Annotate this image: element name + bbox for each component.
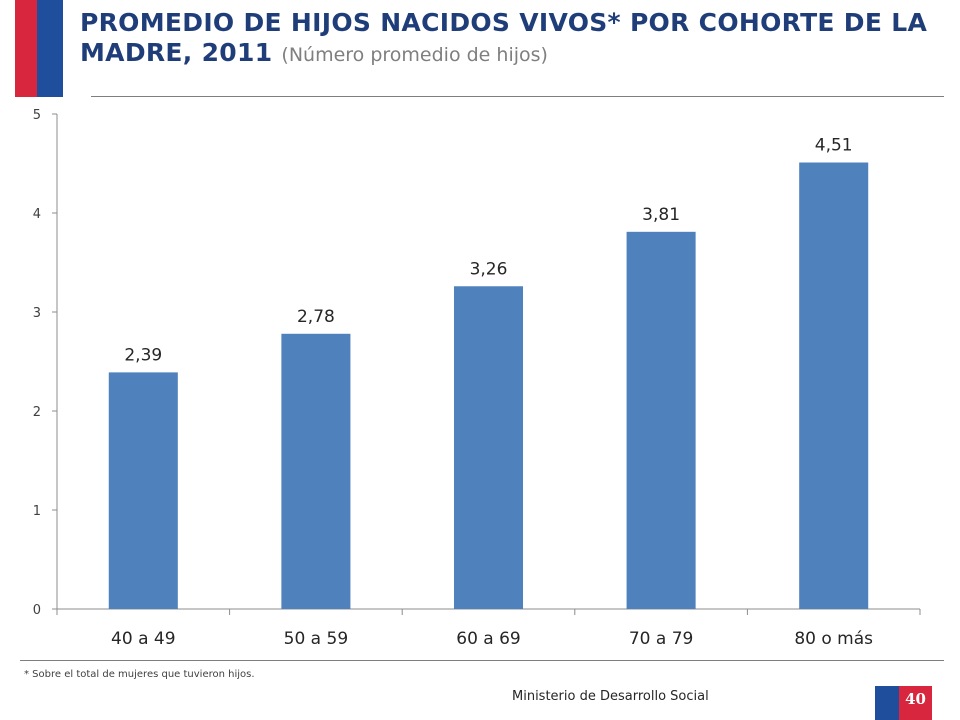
y-tick-label: 4 xyxy=(33,207,41,222)
x-tick-label: 50 a 59 xyxy=(284,629,349,649)
x-tick-label: 80 o más xyxy=(794,629,873,649)
flag-decoration-left xyxy=(0,0,63,97)
bar xyxy=(799,162,869,609)
y-tick-label: 0 xyxy=(33,603,41,618)
bar-chart: 0 1 2 3 4 5 2,39 40 a 49 2,78 50 a 59 3,26 60 a 69 3… xyxy=(33,108,921,649)
bar xyxy=(453,286,524,609)
data-label: 3,26 xyxy=(470,259,508,279)
y-tick-label: 2 xyxy=(33,405,41,420)
bar xyxy=(281,333,351,609)
bar xyxy=(626,231,696,609)
x-tick-label: 70 a 79 xyxy=(629,629,694,649)
y-tick-label: 1 xyxy=(33,504,41,519)
header-divider xyxy=(91,96,944,97)
data-label: 3,81 xyxy=(642,205,680,225)
y-tick-label: 5 xyxy=(33,108,41,123)
title-subtitle: (Número promedio de hijos) xyxy=(281,44,548,66)
x-tick-label: 60 a 69 xyxy=(456,629,521,649)
data-label: 2,78 xyxy=(297,307,335,327)
data-label: 4,51 xyxy=(815,136,853,156)
flag-decoration-bottom xyxy=(875,686,932,720)
title-text: PROMEDIO DE HIJOS NACIDOS VIVOS* POR COH… xyxy=(80,8,928,67)
page-title: PROMEDIO DE HIJOS NACIDOS VIVOS* POR COH… xyxy=(80,8,940,70)
page-number: 40 xyxy=(905,690,926,708)
footer-divider xyxy=(20,660,944,661)
ministry-name: Ministerio de Desarrollo Social xyxy=(512,689,709,704)
x-tick-label: 40 a 49 xyxy=(111,629,176,649)
data-label: 2,39 xyxy=(124,345,162,365)
y-tick-label: 3 xyxy=(33,306,41,321)
bar xyxy=(108,372,178,609)
footnote: * Sobre el total de mujeres que tuvieron… xyxy=(24,669,255,680)
